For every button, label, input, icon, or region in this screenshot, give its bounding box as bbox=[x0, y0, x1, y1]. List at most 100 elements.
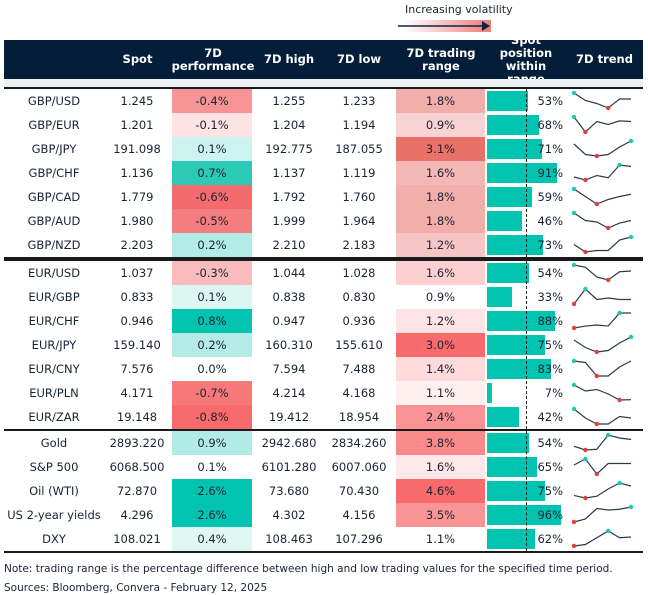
position-label: 59% bbox=[537, 190, 563, 204]
range-value: 1.6% bbox=[396, 261, 485, 285]
legend-title: Increasing volatility bbox=[405, 3, 513, 16]
instrument-name: GBP/CHF bbox=[28, 166, 80, 180]
trend-min-point bbox=[583, 129, 588, 135]
spot-value: 7.576 bbox=[120, 362, 154, 376]
spot-value: 72.870 bbox=[116, 484, 158, 498]
position-bar bbox=[487, 311, 555, 331]
range-value: 1.2% bbox=[396, 233, 485, 257]
header-strip bbox=[4, 79, 643, 87]
spot-value: 1.779 bbox=[120, 190, 154, 204]
range-value: 1.1% bbox=[396, 527, 485, 551]
midpoint-dashed-line bbox=[525, 261, 527, 429]
instrument-name: GBP/USD bbox=[27, 94, 81, 108]
perf-value: -0.1% bbox=[172, 113, 252, 137]
trend-line bbox=[573, 140, 632, 157]
trend-line bbox=[573, 336, 632, 353]
perf-value: 0.0% bbox=[172, 357, 252, 381]
spot-value: 1.037 bbox=[120, 266, 154, 280]
instrument-name: EUR/PLN bbox=[29, 386, 79, 400]
spot-value: 2893.220 bbox=[109, 436, 165, 450]
position-label: 88% bbox=[537, 314, 563, 328]
range-value: 1.8% bbox=[396, 209, 485, 233]
low-value: 7.488 bbox=[342, 362, 376, 376]
instrument-name: Oil (WTI) bbox=[29, 484, 79, 498]
trend-min-point bbox=[594, 153, 599, 159]
perf-value: 0.1% bbox=[172, 285, 252, 309]
perf-value: 2.6% bbox=[172, 479, 252, 503]
trend-min-point bbox=[583, 177, 588, 183]
trend-line bbox=[573, 434, 632, 451]
high-value: 1.204 bbox=[272, 118, 306, 132]
trend-min-point bbox=[617, 397, 622, 403]
instrument-name: GBP/NZD bbox=[27, 238, 81, 252]
perf-value: 0.7% bbox=[172, 161, 252, 185]
position-label: 96% bbox=[537, 508, 563, 522]
position-bar bbox=[487, 139, 542, 159]
spot-value: 6068.500 bbox=[109, 460, 165, 474]
table-row: GBP/AUD 1.980 -0.5% 1.999 1.964 1.8% 46% bbox=[4, 209, 643, 233]
trend-line bbox=[573, 236, 632, 253]
high-value: 6101.280 bbox=[261, 460, 317, 474]
low-value: 6007.060 bbox=[331, 460, 387, 474]
trend-sparkline bbox=[573, 456, 631, 477]
high-value: 7.594 bbox=[272, 362, 306, 376]
trend-max-point bbox=[571, 358, 577, 364]
low-value: 70.430 bbox=[338, 484, 380, 498]
trend-max-point bbox=[571, 186, 577, 192]
high-value: 19.412 bbox=[268, 410, 310, 424]
spot-value: 4.171 bbox=[120, 386, 154, 400]
high-value: 0.947 bbox=[272, 314, 306, 328]
low-value: 1.119 bbox=[342, 166, 376, 180]
trend-min-point bbox=[583, 447, 588, 453]
spot-value: 1.201 bbox=[120, 118, 154, 132]
trend-sparkline bbox=[571, 504, 634, 525]
perf-value: 0.4% bbox=[172, 527, 252, 551]
position-label: 75% bbox=[537, 484, 563, 498]
table-row: EUR/JPY 159.140 0.2% 160.310 155.610 3.0% 75% bbox=[4, 333, 643, 357]
trend-line bbox=[573, 458, 631, 475]
position-label: 33% bbox=[537, 290, 563, 304]
trend-min-point bbox=[594, 373, 599, 379]
trend-min-point bbox=[606, 105, 611, 111]
trend-max-point bbox=[571, 90, 577, 96]
trend-line bbox=[573, 506, 632, 523]
table-row: GBP/USD 1.245 -0.4% 1.255 1.233 1.8% 53% bbox=[4, 89, 643, 113]
perf-value: 0.2% bbox=[172, 233, 252, 257]
trend-sparkline bbox=[571, 382, 632, 403]
range-value: 1.8% bbox=[396, 89, 485, 113]
trend-max-point bbox=[606, 432, 611, 438]
low-value: 187.055 bbox=[335, 142, 383, 156]
perf-value: -0.8% bbox=[172, 405, 252, 429]
trend-min-point bbox=[571, 543, 577, 549]
low-value: 1.760 bbox=[342, 190, 376, 204]
perf-value: 0.9% bbox=[172, 431, 252, 455]
position-bar bbox=[487, 163, 558, 183]
table-row: US 2-year yields 4.296 2.6% 4.302 4.156 3.5% 9… bbox=[4, 503, 643, 527]
range-value: 3.1% bbox=[396, 137, 485, 161]
header-range: 7D trading range bbox=[406, 45, 476, 73]
trend-sparkline bbox=[571, 186, 632, 207]
table-row: EUR/ZAR 19.148 -0.8% 19.412 18.954 2.4% 42% bbox=[4, 405, 643, 429]
table-row: GBP/CAD 1.779 -0.6% 1.792 1.760 1.8% 59% bbox=[4, 185, 643, 209]
trend-max-point bbox=[628, 334, 634, 340]
trend-min-point bbox=[571, 325, 577, 331]
range-value: 3.8% bbox=[396, 431, 485, 455]
high-value: 192.775 bbox=[265, 142, 313, 156]
low-value: 2834.260 bbox=[331, 436, 387, 450]
table-row: GBP/NZD 2.203 0.2% 2.210 2.183 1.2% 73% bbox=[4, 233, 643, 257]
spot-value: 1.245 bbox=[120, 94, 154, 108]
instrument-name: S&P 500 bbox=[29, 460, 79, 474]
position-bar bbox=[487, 335, 545, 355]
low-value: 155.610 bbox=[335, 338, 383, 352]
header-position: Spot position within range bbox=[499, 32, 553, 85]
trend-sparkline bbox=[573, 138, 634, 159]
position-bar bbox=[487, 187, 533, 207]
trend-line bbox=[573, 530, 632, 547]
position-label: 7% bbox=[544, 386, 563, 400]
high-value: 108.463 bbox=[265, 532, 313, 546]
range-value: 3.5% bbox=[396, 503, 485, 527]
range-value: 1.6% bbox=[396, 161, 485, 185]
trend-sparkline bbox=[571, 358, 632, 379]
perf-value: 0.1% bbox=[172, 455, 252, 479]
instrument-name: GBP/CAD bbox=[27, 190, 81, 204]
